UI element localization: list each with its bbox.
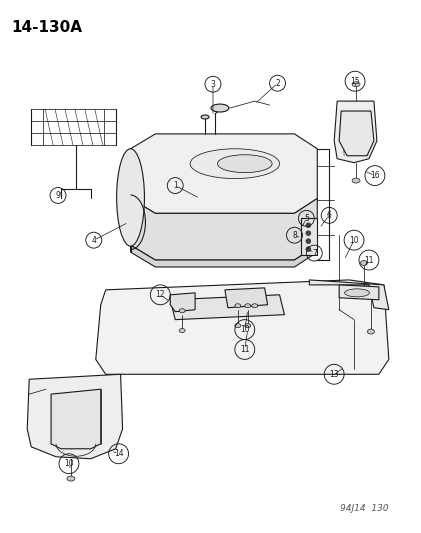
Polygon shape — [131, 198, 317, 260]
Text: 3: 3 — [210, 80, 216, 88]
Polygon shape — [339, 285, 379, 300]
Text: 16: 16 — [370, 171, 380, 180]
Ellipse shape — [352, 178, 360, 183]
Text: 6: 6 — [327, 211, 332, 220]
Polygon shape — [96, 280, 389, 374]
Ellipse shape — [368, 329, 374, 334]
Polygon shape — [170, 293, 195, 312]
Circle shape — [306, 247, 311, 252]
Text: 10: 10 — [64, 459, 74, 468]
Polygon shape — [27, 374, 123, 459]
Ellipse shape — [211, 104, 229, 112]
Ellipse shape — [218, 155, 272, 173]
Ellipse shape — [360, 261, 368, 265]
Polygon shape — [131, 245, 317, 267]
Text: 4: 4 — [91, 236, 96, 245]
Text: 2: 2 — [275, 79, 280, 88]
Text: 94J14  130: 94J14 130 — [340, 504, 389, 513]
Text: 7: 7 — [312, 248, 317, 257]
Polygon shape — [170, 295, 285, 320]
Polygon shape — [131, 134, 317, 213]
Ellipse shape — [352, 82, 360, 87]
Text: 10: 10 — [349, 236, 359, 245]
Ellipse shape — [117, 149, 144, 246]
Text: 15: 15 — [350, 77, 360, 86]
Polygon shape — [225, 288, 268, 308]
Circle shape — [306, 231, 311, 236]
Ellipse shape — [245, 324, 251, 328]
Text: 1: 1 — [173, 181, 178, 190]
Ellipse shape — [345, 289, 370, 297]
Polygon shape — [301, 219, 317, 255]
Text: 9: 9 — [56, 191, 61, 200]
Ellipse shape — [179, 328, 185, 333]
Polygon shape — [339, 111, 374, 156]
Text: 14-130A: 14-130A — [11, 20, 83, 35]
Ellipse shape — [235, 304, 241, 308]
Text: 5: 5 — [304, 214, 309, 223]
Polygon shape — [334, 101, 377, 163]
Text: 11: 11 — [364, 255, 374, 264]
Circle shape — [306, 223, 311, 228]
Ellipse shape — [245, 304, 251, 308]
Polygon shape — [51, 389, 101, 449]
Ellipse shape — [201, 115, 209, 119]
Circle shape — [306, 239, 311, 244]
Ellipse shape — [235, 324, 241, 328]
Text: 8: 8 — [292, 231, 297, 240]
Text: 11: 11 — [240, 345, 250, 354]
Text: 12: 12 — [156, 290, 165, 300]
Ellipse shape — [67, 476, 75, 481]
Text: 13: 13 — [329, 370, 339, 379]
Ellipse shape — [179, 309, 185, 313]
Polygon shape — [309, 280, 389, 310]
Ellipse shape — [252, 304, 258, 308]
Ellipse shape — [190, 149, 280, 179]
Text: 14: 14 — [114, 449, 123, 458]
Text: 10: 10 — [240, 325, 250, 334]
